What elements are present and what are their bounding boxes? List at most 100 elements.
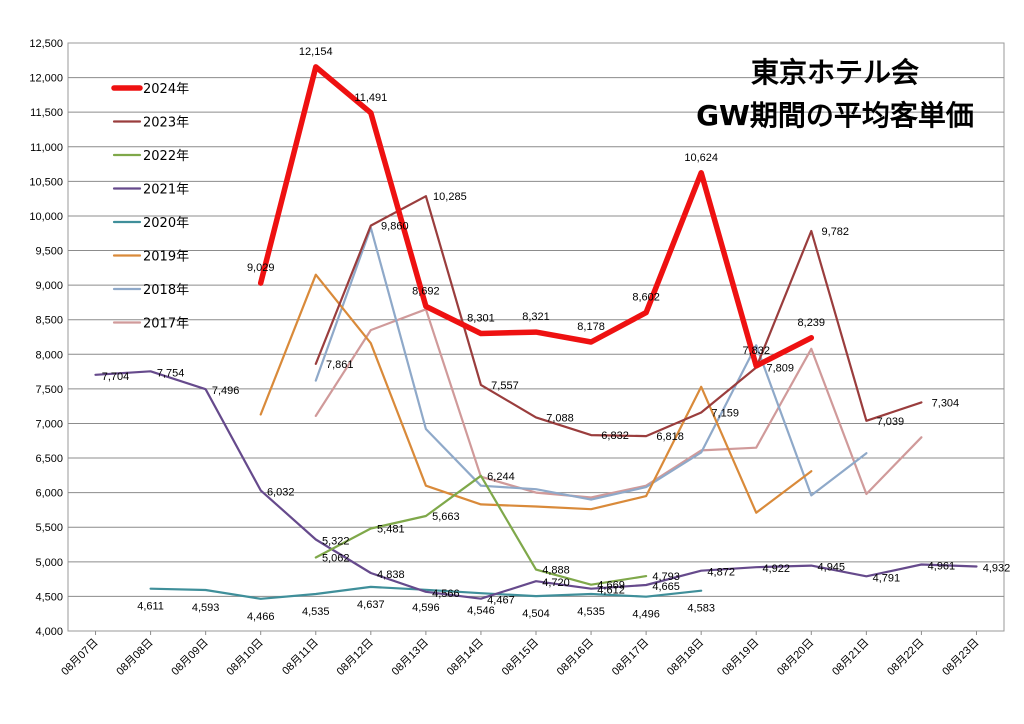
data-label: 4,566 <box>432 588 460 600</box>
x-tick-label: 08月20日 <box>775 637 816 678</box>
data-label: 4,535 <box>577 606 605 618</box>
y-axis-ticks: 4,000 4,500 5,000 5,500 6,000 6,500 7,000 7,500… <box>29 38 63 638</box>
y-tick-label: 12,500 <box>29 38 63 50</box>
series-line-2018年 <box>314 226 868 501</box>
legend-label: 2023年 <box>143 116 189 131</box>
y-tick-label: 8,000 <box>35 349 63 361</box>
legend-label: 2024年 <box>143 82 189 97</box>
series-line-2023年 <box>314 195 923 438</box>
data-label: 6,818 <box>656 431 684 443</box>
data-label: 5,062 <box>322 553 350 565</box>
x-tick-label: 08月07日 <box>59 637 100 678</box>
legend-label: 2019年 <box>143 250 189 265</box>
legend-label: 2018年 <box>143 283 189 298</box>
series-line-2021年 <box>94 370 978 600</box>
data-label: 7,754 <box>157 367 185 379</box>
x-axis-ticks: 08月07日 08月08日 08月09日 08月10日 08月11日 08月12日 08月1… <box>59 631 982 678</box>
y-tick-label: 5,500 <box>35 522 63 534</box>
data-label: 4,945 <box>818 562 846 574</box>
legend-label: 2021年 <box>143 183 189 198</box>
x-tick-label: 08月15日 <box>500 637 541 678</box>
data-label: 7,304 <box>932 397 960 409</box>
x-tick-label: 08月18日 <box>665 637 706 678</box>
data-label: 8,692 <box>412 285 440 297</box>
data-label: 5,322 <box>322 536 350 548</box>
x-tick-label: 08月23日 <box>940 637 981 678</box>
x-tick-label: 08月14日 <box>445 637 486 678</box>
y-tick-label: 4,500 <box>35 591 63 603</box>
y-tick-label: 11,000 <box>30 142 63 154</box>
x-tick-label: 08月16日 <box>555 637 596 678</box>
chart-title-line2: GW期間の平均客単価 <box>696 99 974 132</box>
x-tick-label: 08月21日 <box>830 637 871 678</box>
x-tick-label: 08月12日 <box>335 637 376 678</box>
data-label: 7,496 <box>212 385 240 397</box>
y-tick-label: 7,000 <box>35 418 63 430</box>
data-label: 7,557 <box>491 380 519 392</box>
data-label: 7,704 <box>102 371 130 383</box>
y-tick-label: 6,000 <box>35 488 63 500</box>
x-tick-label: 08月10日 <box>224 637 265 678</box>
data-label: 4,596 <box>412 602 440 614</box>
data-label: 4,467 <box>487 595 515 607</box>
data-label: 4,593 <box>192 602 220 614</box>
data-label: 4,637 <box>357 599 385 611</box>
x-tick-label: 08月08日 <box>114 637 155 678</box>
y-tick-label: 10,000 <box>29 211 63 223</box>
y-tick-label: 10,500 <box>29 176 63 188</box>
data-label: 12,154 <box>299 46 333 58</box>
data-label: 6,032 <box>267 486 295 498</box>
series-line-2022年 <box>314 474 648 586</box>
data-label: 8,178 <box>577 321 605 333</box>
legend-label: 2022年 <box>143 149 189 164</box>
data-label: 4,466 <box>247 611 275 623</box>
grid-lines <box>68 77 1004 597</box>
data-label: 6,244 <box>487 471 515 483</box>
data-label: 4,961 <box>928 561 956 573</box>
data-label: 11,491 <box>354 92 387 104</box>
series-line-2020年 <box>149 585 703 600</box>
series-line-2024年 <box>257 64 815 369</box>
x-tick-label: 08月11日 <box>280 637 321 678</box>
data-label: 8,602 <box>632 292 660 304</box>
x-tick-label: 08月19日 <box>720 637 761 678</box>
data-label: 7,861 <box>326 359 354 371</box>
data-label: 4,496 <box>632 609 660 621</box>
y-tick-label: 4,000 <box>35 626 63 638</box>
data-label: 4,669 <box>597 580 625 592</box>
series-line-2017年 <box>314 308 923 499</box>
data-label: 4,872 <box>707 567 735 579</box>
data-label: 4,932 <box>983 563 1011 575</box>
chart-title-line1: 東京ホテル会 <box>751 56 919 89</box>
y-tick-label: 9,500 <box>35 246 63 258</box>
data-label: 4,611 <box>137 601 164 613</box>
x-tick-label: 08月09日 <box>169 637 210 678</box>
data-label: 4,535 <box>302 606 330 618</box>
data-label: 8,301 <box>467 312 495 324</box>
data-label: 7,088 <box>546 412 574 424</box>
legend-label: 2020年 <box>143 216 189 231</box>
data-label: 5,481 <box>377 524 405 536</box>
data-label: 7,159 <box>711 407 739 419</box>
data-labels: 4,611 4,593 4,466 4,535 4,637 4,596 4,546 4,504… <box>102 46 1010 623</box>
data-label: 5,663 <box>432 511 460 523</box>
y-tick-label: 12,000 <box>29 73 63 85</box>
data-label: 6,832 <box>601 430 629 442</box>
legend: 2024年 2023年 2022年 2021年 2020年 2019年 2018年 2017年 <box>111 82 189 332</box>
x-tick-label: 08月22日 <box>885 637 926 678</box>
data-label: 4,793 <box>652 571 680 583</box>
y-tick-label: 5,000 <box>35 557 63 569</box>
data-label: 4,583 <box>687 603 715 615</box>
x-tick-label: 08月17日 <box>610 637 651 678</box>
data-label: 4,720 <box>542 577 570 589</box>
data-label: 4,791 <box>873 572 901 584</box>
data-label: 4,612 <box>597 585 625 597</box>
data-label: 10,624 <box>684 152 718 164</box>
data-label: 4,922 <box>762 563 790 575</box>
data-label: 4,546 <box>467 605 495 617</box>
data-label: 10,285 <box>433 191 467 203</box>
data-label: 8,239 <box>798 317 826 329</box>
data-label: 4,665 <box>652 581 680 593</box>
